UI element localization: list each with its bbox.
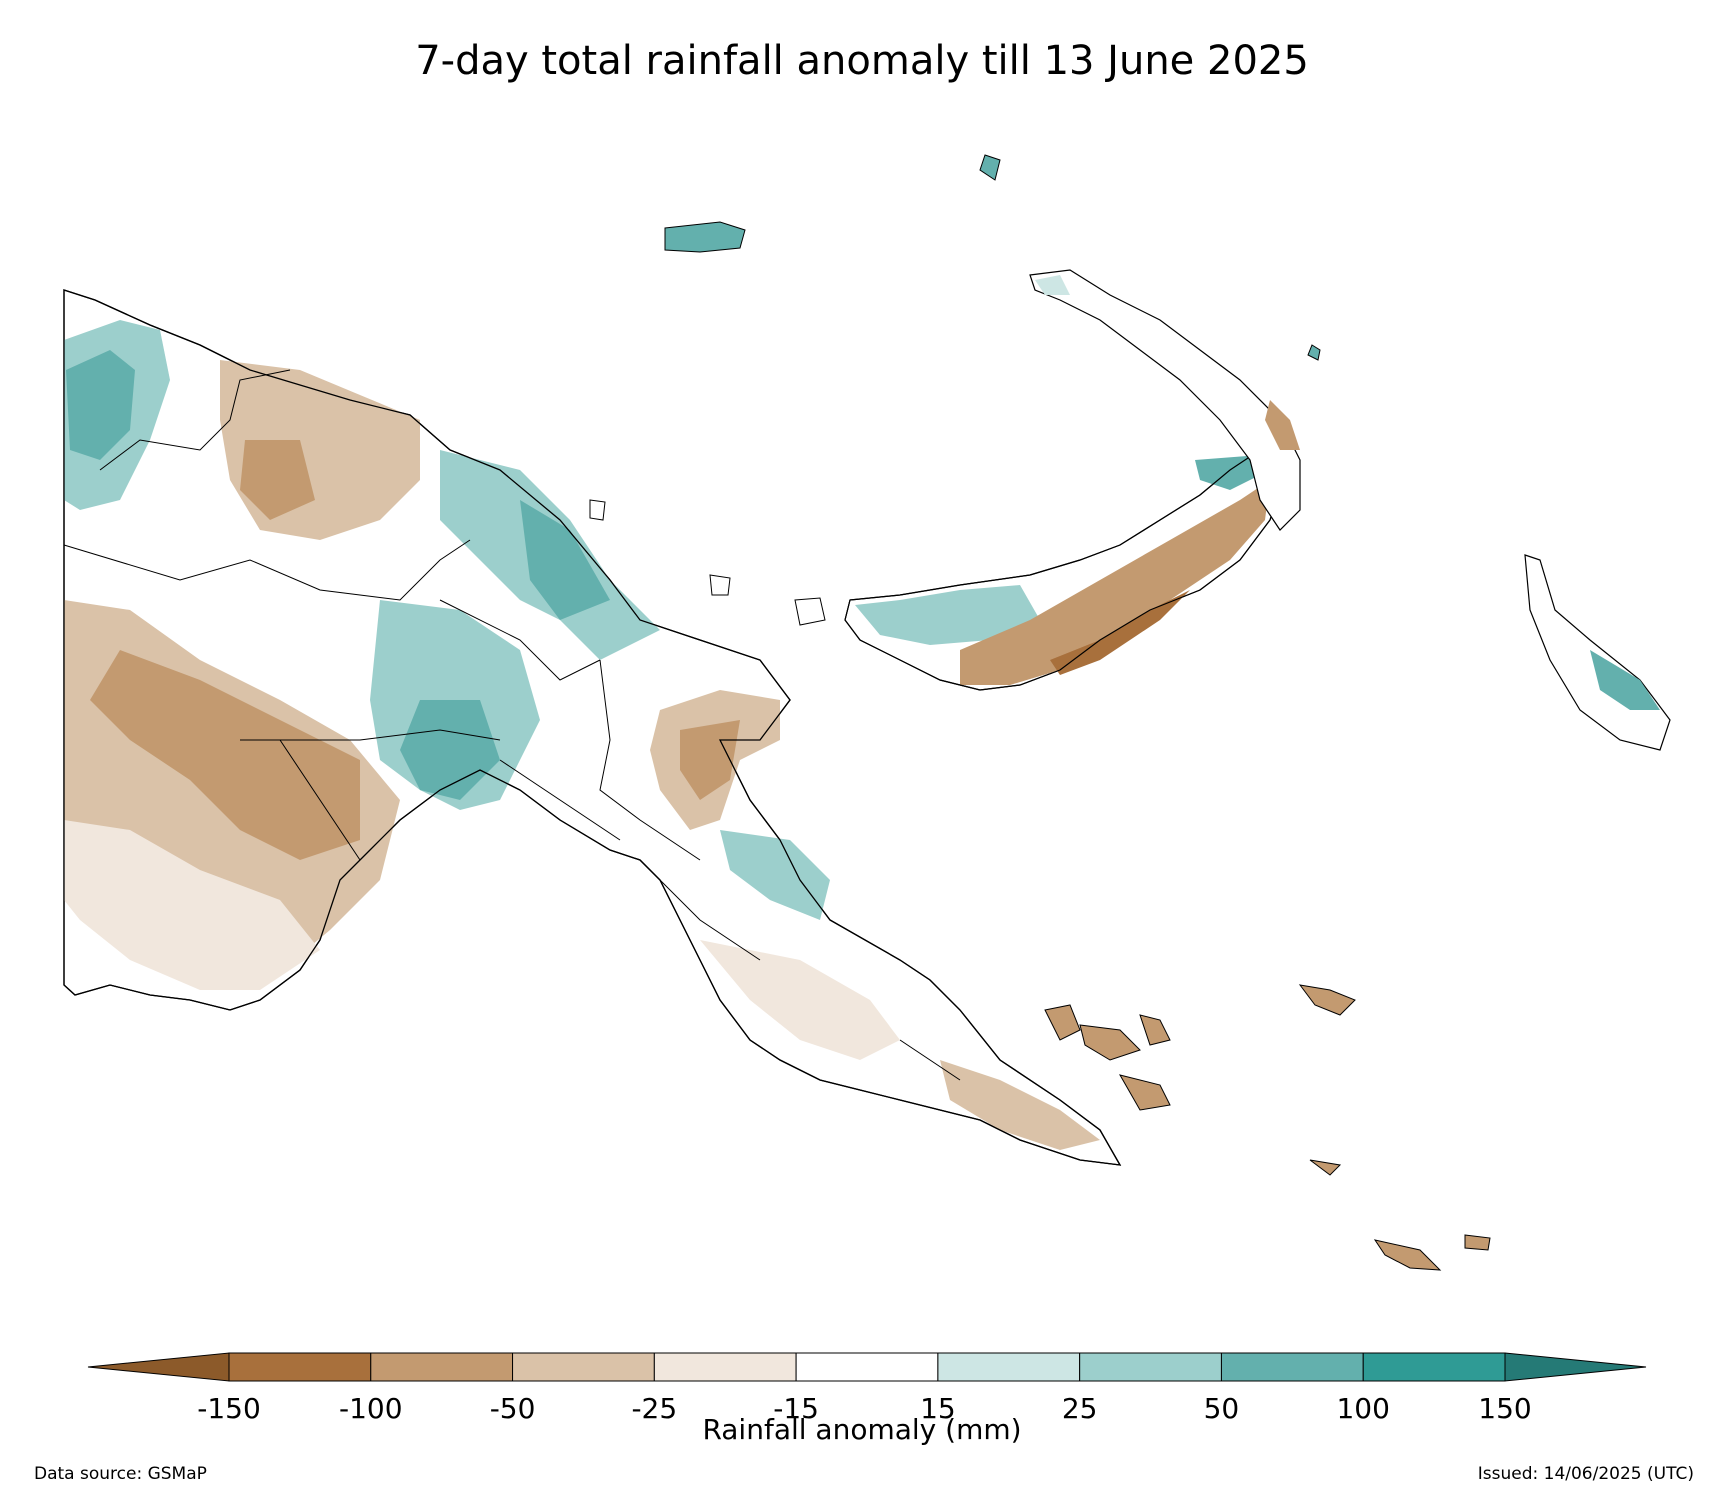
colorbar-bin	[795, 1352, 939, 1382]
mainland	[63, 289, 1122, 1166]
colorbar-label: Rainfall anomaly (mm)	[702, 1413, 1022, 1446]
colorbar-tick-label: -25	[631, 1392, 677, 1425]
manus-island	[664, 221, 746, 253]
colorbar-bin	[1362, 1352, 1506, 1382]
wet-patch-northwest-core	[66, 350, 135, 460]
colorbar-extend-high	[1504, 1352, 1647, 1382]
dry-patch-milne	[940, 1060, 1100, 1150]
colorbar-tick-label: 100	[1336, 1392, 1389, 1425]
colorbar-tick-label: 25	[1062, 1392, 1098, 1425]
colorbar-bin	[228, 1352, 372, 1382]
dry-patch-new-britain-core	[1050, 590, 1190, 675]
wet-patch-bougainville	[1590, 650, 1660, 710]
colorbar-bin	[1220, 1352, 1364, 1382]
wet-patch-new-ireland-north	[1035, 275, 1070, 295]
colorbar-bin	[1079, 1352, 1222, 1382]
dry-patch-sepik-core	[240, 440, 315, 520]
small-islands	[589, 154, 1491, 1271]
colorbar-bin	[937, 1352, 1081, 1382]
province-boundaries	[63, 369, 961, 1081]
wet-patch-madang-core	[520, 500, 610, 620]
colorbar-tick-label: 150	[1478, 1392, 1531, 1425]
colorbar-tick-label: 50	[1204, 1392, 1240, 1425]
issued-date: Issued: 14/06/2025 (UTC)	[1477, 1464, 1694, 1484]
dry-patch-western-core	[90, 650, 360, 860]
new-britain	[844, 449, 1286, 691]
colorbar-tick-label: -50	[490, 1392, 536, 1425]
colorbar-tick-label: -15	[773, 1392, 819, 1425]
dry-patch-new-britain-south	[960, 480, 1270, 685]
wet-patch-huon	[720, 830, 830, 920]
colorbar-tick-label: -150	[197, 1392, 261, 1425]
wet-patch-highlands-core	[400, 700, 500, 800]
colorbar-extend-low	[87, 1352, 230, 1382]
colorbar-bin	[370, 1352, 514, 1382]
colorbar-bin	[653, 1352, 797, 1382]
colorbar-bin	[512, 1352, 655, 1382]
map-title: 7-day total rainfall anomaly till 13 Jun…	[415, 38, 1309, 84]
new-ireland	[1029, 269, 1301, 531]
colorbar-tick-label: 15	[920, 1392, 956, 1425]
colorbar-tick-label: -100	[339, 1392, 403, 1425]
dry-patch-western-south	[64, 820, 320, 990]
dry-patch-new-ireland	[1265, 400, 1300, 450]
bougainville	[1524, 554, 1671, 751]
dry-patch-central	[700, 940, 900, 1060]
data-source: Data source: GSMaP	[34, 1464, 207, 1484]
wet-patch-new-britain-west	[855, 585, 1040, 645]
